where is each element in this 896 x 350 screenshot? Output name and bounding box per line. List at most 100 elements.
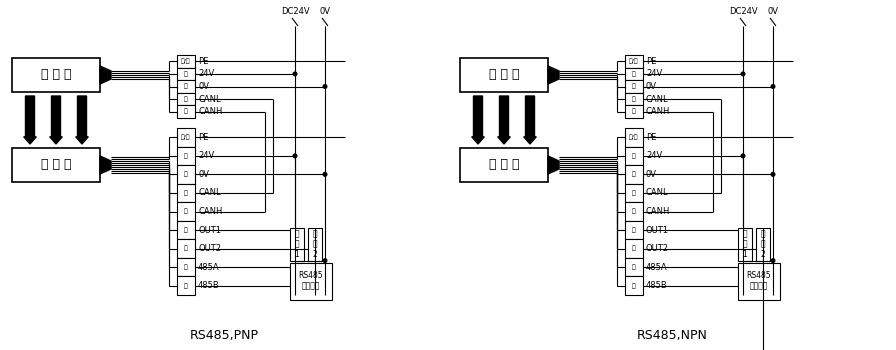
Text: 0V: 0V [646,170,657,179]
Text: 485A: 485A [198,262,220,272]
Bar [756,228,770,261]
Bar [177,55,195,68]
Polygon shape [23,96,37,144]
Bar [625,128,643,147]
Bar [625,184,643,202]
Text: PE: PE [198,57,209,66]
Text: 485B: 485B [198,281,220,290]
Bar [625,258,643,276]
Text: OUT2: OUT2 [646,244,669,253]
Text: OUT1: OUT1 [198,225,221,234]
Text: PE: PE [646,57,657,66]
Text: 蓝: 蓝 [632,96,636,102]
Circle shape [741,154,745,158]
Bar [308,228,322,261]
Bar [625,221,643,239]
Text: 红: 红 [632,71,636,77]
Circle shape [323,259,327,262]
Text: 绿: 绿 [184,84,188,89]
Text: 黄: 黄 [632,109,636,114]
Bar [625,68,643,80]
Text: RS485
设备终端: RS485 设备终端 [298,271,323,290]
Text: 蓝: 蓝 [184,190,188,196]
Text: 橙: 橙 [184,283,188,288]
Text: 绿: 绿 [184,172,188,177]
Bar [625,165,643,184]
Bar [177,93,195,105]
Text: 485B: 485B [646,281,668,290]
Bar [177,239,195,258]
Bar [625,276,643,295]
Text: CANL: CANL [646,188,668,197]
Text: CANL: CANL [198,188,220,197]
Text: 棕: 棕 [184,246,188,251]
Text: 红: 红 [184,71,188,77]
Bar [177,202,195,221]
Bar [12,58,100,92]
Bar [177,276,195,295]
Text: 24V: 24V [646,69,662,78]
Bar [12,148,100,182]
Text: 白: 白 [184,264,188,270]
Bar [290,263,332,300]
Bar [177,147,195,165]
Text: 0V: 0V [198,82,209,91]
Text: 发 射 器: 发 射 器 [488,69,520,82]
Text: 黄: 黄 [184,109,188,114]
Bar [290,228,304,261]
Text: RS485,NPN: RS485,NPN [636,329,708,343]
Bar [177,184,195,202]
Polygon shape [471,96,485,144]
Bar [177,128,195,147]
Bar [177,80,195,93]
Text: 棕: 棕 [632,246,636,251]
Text: 黄/绿: 黄/绿 [629,58,639,64]
Text: 红: 红 [184,153,188,159]
Circle shape [771,85,775,88]
Text: 0V: 0V [198,170,209,179]
Polygon shape [497,96,511,144]
Text: 24V: 24V [646,151,662,160]
Text: CANL: CANL [646,94,668,104]
Bar [625,147,643,165]
Text: 黑: 黑 [184,227,188,233]
Polygon shape [100,156,111,174]
Circle shape [771,173,775,176]
Text: CANL: CANL [198,94,220,104]
Text: 蓝: 蓝 [184,96,188,102]
Text: CANH: CANH [198,107,222,116]
Text: 24V: 24V [198,69,214,78]
Text: 24V: 24V [198,151,214,160]
Bar [177,105,195,118]
Text: 红: 红 [632,153,636,159]
Bar [738,263,780,300]
Text: CANH: CANH [646,207,670,216]
Text: 0V: 0V [768,7,779,16]
Text: 0V: 0V [646,82,657,91]
Circle shape [293,72,297,76]
Text: 负
载
1: 负 载 1 [295,230,299,259]
Text: 485A: 485A [646,262,668,272]
Polygon shape [548,66,559,84]
Polygon shape [548,156,559,174]
Bar [738,228,752,261]
Circle shape [293,154,297,158]
Text: 白: 白 [632,264,636,270]
Bar [177,165,195,184]
Text: PE: PE [646,133,657,142]
Text: OUT1: OUT1 [646,225,669,234]
Text: OUT2: OUT2 [198,244,221,253]
Text: 黄: 黄 [632,209,636,214]
Text: CANH: CANH [646,107,670,116]
Text: RS485
设备终端: RS485 设备终端 [746,271,771,290]
Bar [625,80,643,93]
Text: 蓝: 蓝 [632,190,636,196]
Text: DC24V: DC24V [728,7,757,16]
Text: CANH: CANH [198,207,222,216]
Polygon shape [523,96,537,144]
Text: RS485,PNP: RS485,PNP [189,329,259,343]
Text: 发 射 器: 发 射 器 [40,69,72,82]
Bar [625,239,643,258]
Text: 黄/绿: 黄/绿 [181,58,191,64]
Polygon shape [49,96,63,144]
